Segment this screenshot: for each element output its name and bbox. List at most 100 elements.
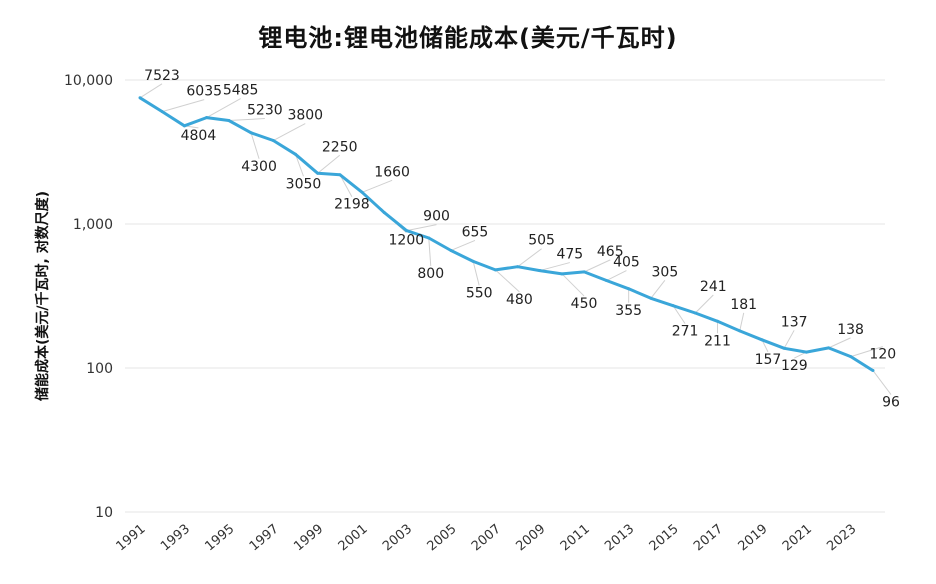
data-point	[738, 329, 742, 333]
data-label-leader	[139, 83, 163, 99]
data-label: 305	[652, 264, 679, 280]
x-tick-label: 2009	[513, 522, 548, 555]
x-tick-label: 2019	[736, 522, 771, 555]
data-label: 7523	[144, 68, 180, 84]
y-tick-label: 10	[95, 505, 113, 521]
data-label-leader	[672, 305, 686, 324]
data-label: 465	[597, 244, 624, 260]
data-label: 96	[882, 395, 900, 411]
data-label: 800	[417, 266, 444, 282]
x-tick-label: 2021	[780, 522, 815, 555]
data-point	[138, 96, 142, 100]
x-tick-label: 1991	[114, 522, 149, 555]
data-label: 271	[672, 324, 699, 340]
data-label: 157	[755, 352, 782, 368]
data-point	[693, 311, 697, 315]
chart-title: 锂电池:锂电池储能成本(美元/千瓦时)	[258, 24, 678, 52]
data-label-leader	[273, 123, 306, 141]
data-label-leader	[739, 312, 745, 332]
data-label-leader	[162, 99, 205, 113]
data-point	[582, 270, 586, 274]
data-label: 5230	[247, 103, 283, 119]
x-tick-label: 2017	[691, 522, 726, 555]
data-label: 4804	[181, 128, 217, 144]
data-point	[627, 287, 631, 291]
data-point	[471, 259, 475, 263]
data-label: 550	[466, 285, 493, 301]
data-point	[604, 279, 608, 283]
data-labels: 7523 6035 4804 5485 5230 4300 3800 3050 2250 2198…	[144, 68, 900, 411]
data-label-leader	[850, 346, 883, 358]
data-label-leader	[694, 294, 714, 314]
data-label-leader	[450, 239, 476, 251]
data-label-leader	[339, 174, 353, 197]
data-label: 138	[837, 322, 864, 338]
data-label: 137	[781, 314, 808, 330]
data-label: 181	[730, 297, 757, 313]
data-label: 480	[506, 292, 533, 308]
data-point	[538, 269, 542, 273]
y-tick-label: 1,000	[73, 217, 113, 233]
data-label: 2250	[322, 139, 358, 155]
grid-lines	[125, 79, 885, 513]
data-label-leader	[783, 330, 795, 349]
data-point	[427, 236, 431, 240]
data-label: 3050	[286, 176, 322, 192]
data-point	[849, 355, 853, 359]
data-label: 4300	[241, 159, 277, 175]
data-point	[716, 319, 720, 323]
data-label: 3800	[287, 108, 323, 124]
data-point	[360, 190, 364, 194]
data-label: 1200	[389, 233, 425, 249]
series-line-layer	[138, 96, 875, 373]
data-label-leader	[517, 248, 542, 268]
data-point	[804, 350, 808, 354]
data-label: 241	[700, 279, 727, 295]
x-tick-label: 1997	[247, 522, 282, 555]
data-point	[160, 110, 164, 114]
data-point	[827, 346, 831, 350]
data-point	[205, 116, 209, 120]
data-label-leader	[295, 154, 304, 177]
data-point	[227, 119, 231, 123]
data-label-leader	[361, 179, 393, 193]
x-tick-label: 2023	[824, 522, 859, 555]
data-point	[516, 265, 520, 269]
y-tick-label: 100	[86, 361, 113, 377]
data-label-leader	[606, 270, 627, 281]
data-label: 450	[571, 296, 598, 312]
data-point	[560, 272, 564, 276]
data-label-leader	[828, 337, 851, 349]
data-label-leader	[584, 259, 611, 273]
data-label: 900	[423, 209, 450, 225]
data-point	[449, 248, 453, 252]
x-tick-label: 2005	[425, 522, 460, 555]
x-tick-label: 2011	[558, 522, 593, 555]
data-label-leader	[472, 261, 480, 286]
data-point	[271, 139, 275, 143]
data-label: 355	[615, 303, 642, 319]
data-point	[338, 173, 342, 177]
data-point	[760, 338, 764, 342]
data-point	[316, 171, 320, 175]
data-label: 655	[462, 224, 489, 240]
data-label: 475	[556, 247, 583, 263]
data-label: 2198	[334, 197, 370, 213]
x-tick-label: 1993	[158, 522, 193, 555]
data-label-leader	[539, 262, 570, 272]
x-tick-label: 2007	[469, 522, 504, 555]
data-label: 5485	[223, 83, 259, 99]
data-label-leader	[872, 370, 892, 395]
data-label: 120	[869, 347, 896, 363]
series-line	[139, 96, 874, 372]
x-tick-label: 2013	[602, 522, 637, 555]
data-label: 1660	[374, 164, 410, 180]
data-label-leader	[428, 237, 432, 266]
data-point	[671, 304, 675, 308]
data-point	[182, 124, 186, 128]
data-label-leader	[206, 98, 241, 118]
data-label-leader	[228, 118, 265, 122]
